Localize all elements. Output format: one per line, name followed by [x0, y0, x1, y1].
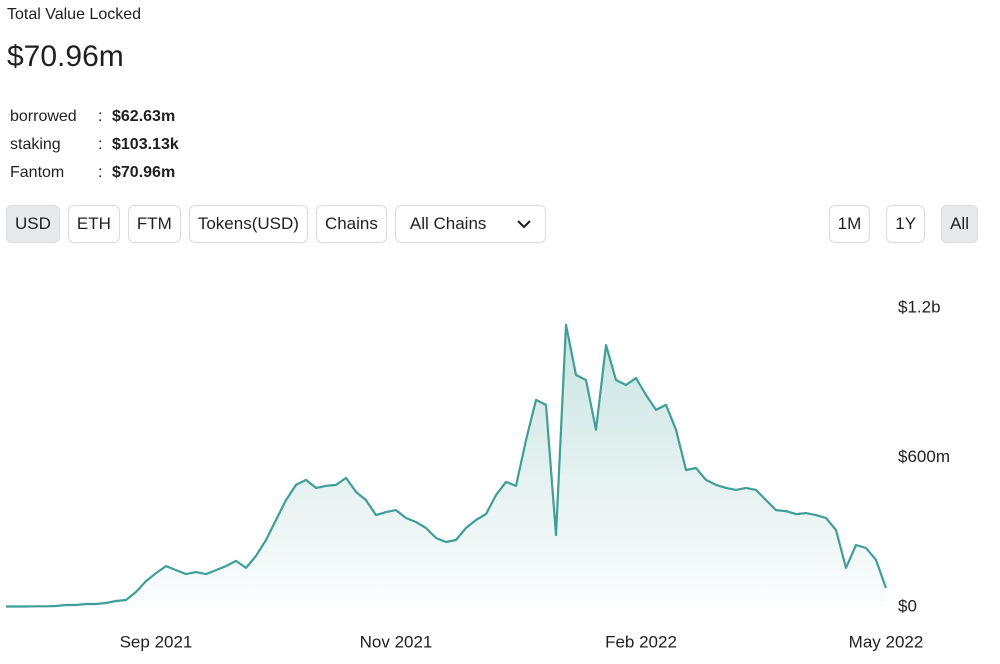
toggle-button[interactable]: ETH	[67, 205, 120, 243]
range-button[interactable]: 1M	[828, 205, 871, 243]
y-tick-label: $0	[898, 596, 917, 615]
separator: :	[98, 164, 103, 181]
range-button[interactable]: All	[941, 205, 978, 243]
toggle-button[interactable]: Tokens(USD)	[188, 205, 308, 243]
range-group: 1M 1Y All	[828, 205, 978, 243]
separator: :	[98, 108, 103, 125]
y-tick-label: $1.2b	[898, 297, 941, 316]
toggle-button[interactable]: FTM	[127, 205, 181, 243]
breakdown-label: staking	[10, 136, 61, 153]
toggle-button[interactable]: Chains	[315, 205, 387, 243]
breakdown-label: Fantom	[10, 164, 65, 181]
toggle-button[interactable]: USD	[6, 205, 60, 243]
x-tick-label: Nov 2021	[360, 632, 433, 651]
y-tick-label: $600m	[898, 447, 950, 466]
breakdown-row: staking: $103.13k	[10, 131, 179, 159]
chevron-icon	[517, 220, 531, 229]
x-tick-label: May 2022	[849, 632, 924, 651]
chain-select-label: All Chains	[409, 214, 487, 233]
breakdown-label: borrowed	[10, 108, 77, 125]
toggle-group: USD ETH FTM Tokens(USD) Chains All Chains	[6, 205, 546, 243]
chain-select[interactable]: All Chains	[394, 205, 546, 243]
tvl-line	[6, 323, 888, 608]
breakdown-row: borrowed: $62.63m	[10, 103, 179, 131]
separator: :	[98, 136, 103, 153]
x-tick-label: Sep 2021	[120, 632, 193, 651]
tvl-value: $70.96m	[7, 40, 124, 73]
tvl-title: Total Value Locked	[7, 6, 142, 23]
breakdown-value: $70.96m	[112, 164, 176, 181]
breakdown-value: $103.13k	[112, 136, 179, 153]
breakdown-row: Fantom: $70.96m	[10, 159, 179, 187]
range-button[interactable]: 1Y	[886, 205, 926, 243]
area-fill	[6, 324, 886, 607]
x-tick-label: Feb 2022	[605, 632, 677, 651]
breakdown: borrowed: $62.63m staking: $103.13k Fantom: $…	[10, 103, 179, 187]
breakdown-value: $62.63m	[112, 108, 176, 125]
